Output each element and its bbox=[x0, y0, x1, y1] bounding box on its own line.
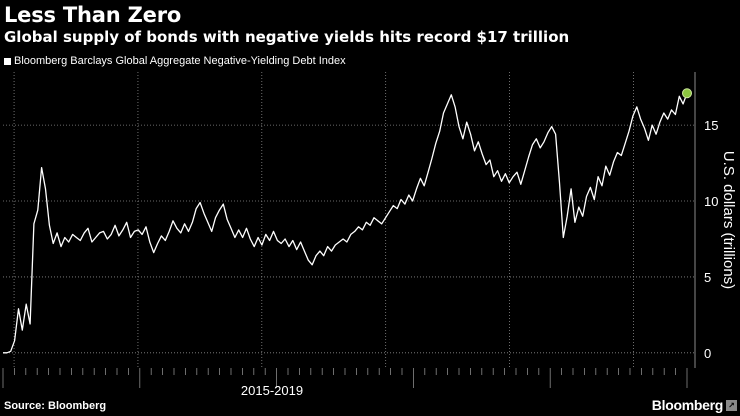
chart-title: Less Than Zero bbox=[4, 3, 182, 27]
label-layer: 0 5 10 15 2015-2019 U.S. dollars (trillions) bbox=[241, 118, 737, 398]
brand-name: Bloomberg bbox=[651, 397, 724, 413]
grid-layer bbox=[3, 72, 696, 368]
x-axis-label: 2015-2019 bbox=[241, 383, 303, 398]
legend-label: Bloomberg Barclays Global Aggregate Nega… bbox=[14, 55, 346, 67]
y-tick-label-15: 15 bbox=[704, 118, 718, 133]
chart-legend: Bloomberg Barclays Global Aggregate Nega… bbox=[4, 55, 346, 67]
chart-subtitle: Global supply of bonds with negative yie… bbox=[4, 28, 570, 46]
legend-swatch-icon bbox=[4, 57, 11, 65]
bloomberg-terminal-icon: ↗ bbox=[726, 399, 737, 411]
brand-logo: Bloomberg ↗ bbox=[652, 397, 737, 413]
y-tick-label-5: 5 bbox=[704, 270, 711, 285]
tick-layer bbox=[2, 368, 688, 388]
y-tick-label-10: 10 bbox=[704, 194, 718, 209]
series-layer bbox=[3, 93, 688, 354]
y-tick-label-0: 0 bbox=[704, 346, 711, 361]
series-line bbox=[3, 93, 688, 354]
y-axis-label: U.S. dollars (trillions) bbox=[720, 151, 737, 289]
end-point-marker bbox=[682, 88, 692, 99]
marker-layer bbox=[682, 88, 692, 99]
source-note: Source: Bloomberg bbox=[4, 400, 107, 412]
